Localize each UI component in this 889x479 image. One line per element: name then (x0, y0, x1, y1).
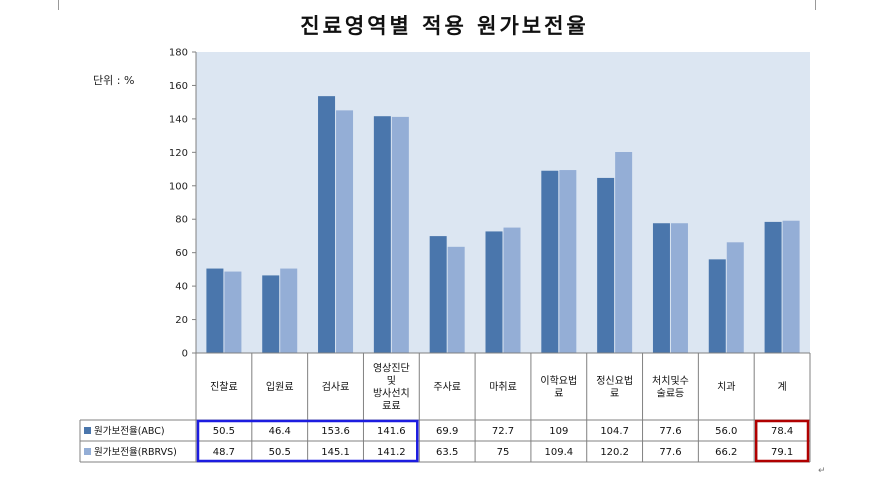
highlight-boxes (196, 419, 810, 463)
category-label: 처치및수 술료등 (652, 375, 689, 400)
bar-series2 (391, 116, 409, 353)
category-label-line: 처치및수 (652, 375, 689, 387)
bar-series1 (206, 268, 224, 353)
data-cell: 50.5 (269, 447, 291, 458)
data-cell: 153.6 (321, 426, 350, 437)
bar-series2 (615, 151, 633, 353)
y-tick-label: 40 (175, 282, 188, 293)
y-tick-label: 20 (175, 315, 188, 326)
category-label-line: 술료등 (657, 387, 685, 399)
data-cell: 48.7 (213, 447, 235, 458)
category-label-line: 주사료 (433, 381, 461, 393)
data-cell: 145.1 (321, 447, 350, 458)
data-cell: 104.7 (600, 426, 629, 437)
bar-series1 (708, 259, 726, 353)
category-label: 입원료 (266, 380, 294, 393)
data-cell: 72.7 (492, 426, 514, 437)
category-label-line: 치과 (717, 381, 735, 393)
y-tick-label: 60 (175, 248, 188, 259)
category-label-line: 영상진단 (373, 362, 410, 374)
y-tick-label: 180 (169, 48, 188, 59)
category-label-line: 및 (387, 375, 396, 387)
y-tick-label: 140 (169, 114, 188, 125)
legend-swatch (84, 448, 91, 455)
data-cell: 79.1 (771, 447, 793, 458)
data-cell: 77.6 (659, 447, 681, 458)
bar-series1 (373, 116, 391, 353)
data-cell: 50.5 (213, 426, 235, 437)
bar-series2 (726, 242, 744, 353)
category-label: 주사료 (433, 381, 461, 393)
category-label: 이학요법 료 (540, 375, 577, 400)
highlight-box-left (196, 419, 419, 463)
plot-area (196, 52, 810, 353)
y-tick-label: 100 (169, 181, 188, 192)
bar-series2 (224, 271, 242, 353)
bar-series1 (541, 170, 559, 353)
data-cell: 56.0 (715, 426, 737, 437)
category-label-line: 검사료 (322, 381, 350, 393)
category-label-line: 진찰료 (210, 381, 238, 393)
y-tick-label: 120 (169, 148, 188, 159)
data-cell: 77.6 (659, 426, 681, 437)
data-cell: 66.2 (715, 447, 737, 458)
category-label-line: 료 (610, 388, 619, 399)
bar-series2 (280, 268, 298, 353)
page-corner-mark-right (815, 0, 828, 10)
bar-series1 (764, 221, 782, 353)
category-label: 진찰료 (210, 381, 238, 393)
bar-series1 (262, 275, 280, 353)
data-cell: 69.9 (436, 426, 458, 437)
y-tick-label: 0 (182, 349, 188, 360)
data-cell: 75 (497, 447, 510, 458)
bars (206, 96, 800, 353)
bar-series2 (447, 246, 465, 353)
bar-series2 (782, 220, 800, 353)
data-cell: 46.4 (269, 426, 291, 437)
bar-series1 (318, 96, 336, 353)
category-label-line: 이학요법 (540, 375, 577, 387)
bar-series2 (336, 110, 354, 353)
category-label-line: 방사선치 (373, 387, 410, 399)
bar-series1 (652, 223, 670, 353)
legend-label: 원가보전율(RBRVS) (94, 447, 177, 458)
legend-label: 원가보전율(ABC) (94, 426, 165, 437)
category-label-line: 료료 (382, 401, 400, 412)
bar-series2 (559, 170, 577, 353)
bar-series2 (503, 227, 521, 353)
y-tick-label: 80 (175, 215, 188, 226)
data-cell: 120.2 (600, 447, 629, 458)
bar-series1 (485, 231, 503, 353)
data-cell: 109 (549, 426, 568, 437)
data-cell: 78.4 (771, 426, 793, 437)
category-label: 치과 (717, 381, 735, 393)
page-corner-mark-left (58, 0, 71, 10)
category-label-line: 마취료 (489, 381, 517, 393)
data-cell: 109.4 (544, 447, 573, 458)
unit-label: 단위 : % (93, 74, 135, 87)
return-mark: ↵ (818, 466, 826, 476)
y-axis: 0 20 40 60 80 100 120 140 160 180 (169, 48, 197, 360)
legend-swatch (84, 427, 91, 434)
data-cell: 63.5 (436, 447, 458, 458)
bar-series1 (597, 177, 615, 353)
bar-series2 (670, 223, 688, 353)
category-label: 마취료 (489, 381, 517, 393)
category-label: 계 (777, 381, 786, 393)
category-label: 정신요법 료 (596, 375, 633, 400)
y-tick-label: 160 (169, 81, 188, 92)
highlight-box-right (754, 419, 810, 463)
data-cell: 141.2 (377, 447, 406, 458)
data-cell: 141.6 (377, 426, 406, 437)
bar-series1 (429, 236, 447, 353)
category-label: 검사료 (322, 381, 350, 393)
category-label-line: 정신요법 (596, 375, 633, 387)
category-label-line: 계 (777, 381, 786, 393)
category-label-line: 입원료 (266, 380, 294, 393)
chart-title: 진료영역별 적용 원가보전율 (300, 14, 589, 38)
category-label-line: 료 (554, 388, 563, 399)
